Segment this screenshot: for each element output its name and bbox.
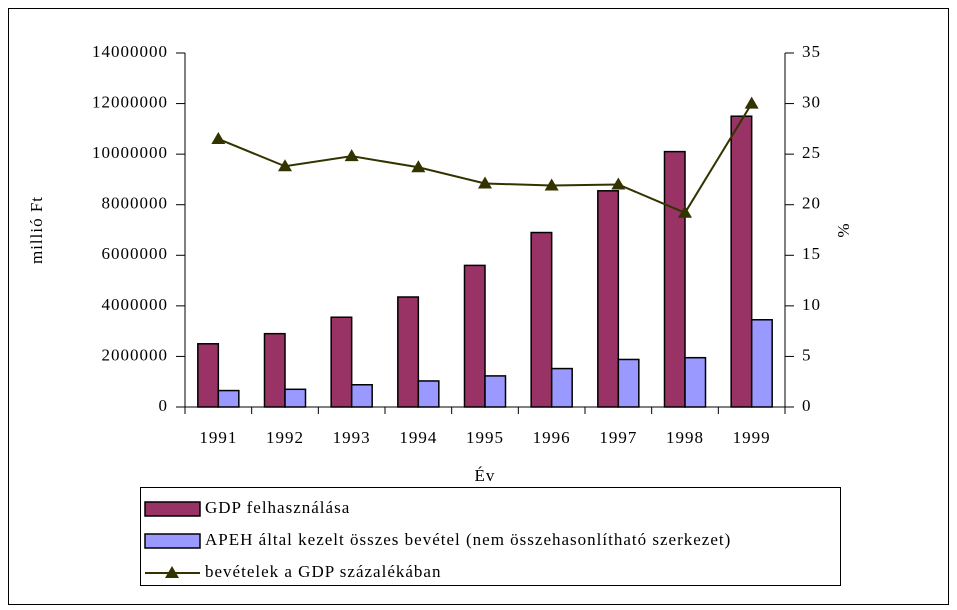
bar [197,343,220,408]
y2-tick-label: 30 [802,92,821,111]
x-tick-label: 1997 [599,428,637,447]
legend-box [140,487,841,586]
y2-tick-label: 15 [802,244,821,263]
bar [730,115,753,408]
legend-label: APEH által kezelt összes bevétel (nem ös… [205,530,731,549]
line-marker [478,176,492,189]
y2-axis-label: % [834,222,853,237]
y-tick-label: 6000000 [102,244,169,263]
bar [397,296,420,408]
y-tick-label: 2000000 [102,345,169,364]
bar [484,375,507,408]
line-marker [544,178,559,191]
legend-swatch [144,501,201,517]
line-marker [611,177,626,190]
bar [284,388,307,408]
bar [550,367,573,408]
x-tick-label: 1996 [533,428,571,447]
x-tick-label: 1991 [199,428,237,447]
bar [684,356,707,408]
y2-tick-label: 35 [802,42,821,61]
bar [263,332,286,408]
legend-swatch [144,533,201,549]
y2-tick-label: 20 [802,194,821,213]
legend-label: bevételek a GDP százalékában [205,562,441,581]
line-marker [678,205,692,218]
bar [463,264,486,408]
bar [417,380,440,408]
y2-tick-label: 5 [802,345,812,364]
y2-tick-label: 0 [802,396,812,415]
y2-tick-label: 10 [802,295,821,314]
y-axis-label: millió Ft [27,196,46,264]
bar [217,389,240,408]
bar [617,358,640,408]
bar [597,190,620,408]
y2-tick-label: 25 [802,143,821,162]
x-tick-label: 1993 [333,428,371,447]
bar [350,383,373,408]
line-marker [278,159,292,172]
bar [530,231,553,408]
bar [663,150,686,408]
line-marker [744,96,759,109]
y-tick-label: 0 [159,396,169,415]
x-tick-label: 1992 [266,428,304,447]
x-tick-label: 1999 [733,428,771,447]
y-tick-label: 4000000 [102,295,169,314]
legend-label: GDP felhasználása [205,498,350,517]
bar [330,316,353,408]
x-tick-label: 1994 [399,428,437,447]
bar [750,319,773,408]
x-tick-label: 1998 [666,428,704,447]
line-marker [411,160,426,173]
x-tick-label: 1995 [466,428,504,447]
x-axis-label: Év [475,466,496,485]
y-tick-label: 10000000 [92,143,168,162]
line-marker [211,131,226,144]
y-tick-label: 8000000 [102,194,169,213]
line-marker [344,149,359,162]
legend-marker [165,566,179,578]
y-tick-label: 14000000 [92,42,168,61]
y-tick-label: 12000000 [92,92,168,111]
